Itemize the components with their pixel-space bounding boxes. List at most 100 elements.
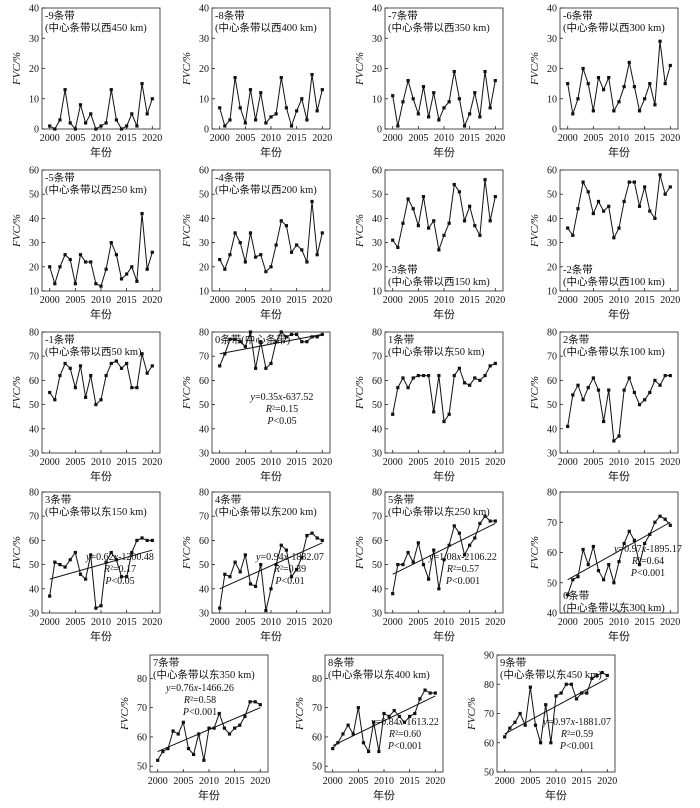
x-tick-label: 2015 (460, 295, 480, 306)
x-tick-label: 2010 (609, 457, 629, 468)
p-value-label: P<0.05 (104, 576, 134, 587)
r-squared-label: R²=0.17 (103, 564, 136, 575)
x-tick-label: 2015 (287, 133, 307, 144)
y-tick-label: 40 (372, 584, 382, 595)
y-tick-label: 20 (372, 64, 382, 75)
x-tick-label: 2015 (117, 295, 137, 306)
data-point (140, 82, 144, 86)
y-tick-label: 10 (372, 287, 382, 298)
x-tick-label: 2015 (117, 617, 137, 628)
data-point (233, 337, 237, 341)
data-point (391, 238, 395, 242)
data-point (596, 199, 601, 204)
y-tick-label: 10 (199, 94, 209, 105)
data-point (104, 267, 108, 271)
data-point (602, 209, 606, 213)
data-point (576, 575, 580, 579)
data-point (468, 204, 472, 208)
data-point (406, 386, 410, 390)
data-point (401, 221, 405, 225)
y-tick-label: 80 (312, 674, 322, 685)
data-point (119, 127, 124, 131)
equation-part: x (193, 683, 199, 694)
data-point (539, 741, 543, 745)
y-tick-label: 10 (372, 94, 382, 105)
data-point (264, 366, 268, 370)
data-point (351, 732, 355, 736)
data-point (279, 330, 283, 334)
equation-part: ²=0.15 (272, 404, 298, 415)
data-point (125, 124, 129, 128)
data-point (591, 211, 595, 216)
data-point (413, 711, 417, 716)
data-point (586, 563, 590, 567)
data-point (544, 703, 548, 707)
data-point (119, 366, 124, 370)
data-point (254, 255, 258, 259)
y-axis-label: FVC/% (529, 214, 541, 248)
x-tick-label: 2005 (348, 776, 368, 787)
x-tick-label: 2010 (546, 776, 566, 787)
data-point (140, 211, 144, 216)
data-point (228, 575, 232, 579)
data-point (447, 543, 451, 547)
y-tick-label: 0 (552, 125, 557, 136)
equation-part: <0.001 (394, 741, 422, 752)
x-tick-label: 2015 (400, 776, 420, 787)
data-point (648, 209, 652, 213)
data-point (274, 563, 278, 567)
data-point (130, 386, 134, 390)
data-point (622, 85, 626, 89)
equation-part: P (445, 576, 452, 587)
y-tick-label: 30 (372, 238, 382, 249)
data-point (218, 606, 222, 610)
data-point (109, 241, 113, 245)
data-point (406, 79, 410, 83)
data-point (84, 395, 88, 399)
equation-part: ²=0.57 (453, 564, 479, 575)
chart-panel: 2000 2005 2010 2015 2020 30 40 50 60 70 80 年份 FVC/% 4… (181, 488, 332, 644)
data-point (202, 758, 206, 762)
data-point (576, 207, 580, 211)
data-point (99, 398, 103, 402)
data-point (222, 726, 226, 730)
data-point (627, 529, 631, 533)
data-point (663, 373, 667, 378)
data-point (585, 691, 589, 695)
data-point (145, 371, 149, 375)
panel-title: 5条带 (388, 493, 414, 506)
y-tick-label: 60 (547, 548, 557, 559)
x-tick-label: 2015 (635, 457, 655, 468)
chart-panel: 2000 2005 2010 2015 2020 50 60 70 80 年份 FVC/% 7条带(中… (119, 654, 270, 802)
regression-equation: y=0.94x-1832.07 (255, 552, 324, 563)
data-point (223, 267, 227, 271)
data-point (423, 688, 427, 692)
data-point (632, 538, 636, 542)
data-point (89, 112, 93, 116)
data-point (243, 553, 247, 557)
data-point (468, 383, 472, 387)
data-point (295, 567, 299, 572)
x-tick-label: 2005 (583, 295, 603, 306)
data-point (442, 558, 446, 562)
data-point (310, 72, 314, 77)
data-point (341, 732, 345, 736)
y-axis-label: FVC/% (11, 214, 23, 248)
data-point (632, 390, 636, 395)
data-point (447, 100, 451, 104)
y-tick-label: 20 (372, 262, 382, 273)
data-point (192, 752, 196, 757)
equation-part: x (283, 552, 289, 563)
data-point (566, 424, 570, 428)
y-tick-label: 40 (372, 4, 382, 15)
data-point (53, 282, 57, 286)
chart-panel: 2000 2005 2010 2015 2020 0 10 20 30 40 年份 FVC/% -6条带… (529, 4, 680, 160)
x-tick-label: 2010 (261, 133, 281, 144)
x-axis-label: 年份 (433, 307, 455, 321)
equation-part: R (265, 404, 272, 415)
panel-title: 3条带 (45, 493, 71, 506)
data-point (566, 82, 570, 86)
x-tick-label: 2020 (485, 295, 505, 306)
equation-part: =0.97 (548, 717, 571, 728)
y-tick-label: 40 (199, 214, 209, 225)
